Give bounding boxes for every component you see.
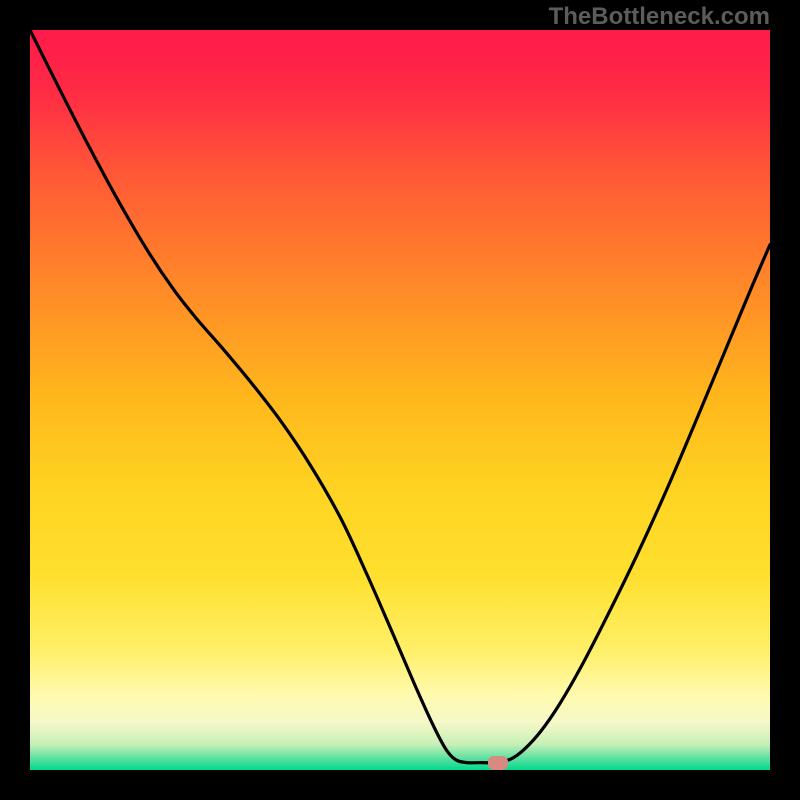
bottleneck-curve <box>30 30 770 770</box>
watermark-text: TheBottleneck.com <box>549 3 770 31</box>
optimal-point-marker <box>488 756 508 770</box>
chart-frame: TheBottleneck.com <box>0 0 800 800</box>
plot-area <box>30 30 770 770</box>
